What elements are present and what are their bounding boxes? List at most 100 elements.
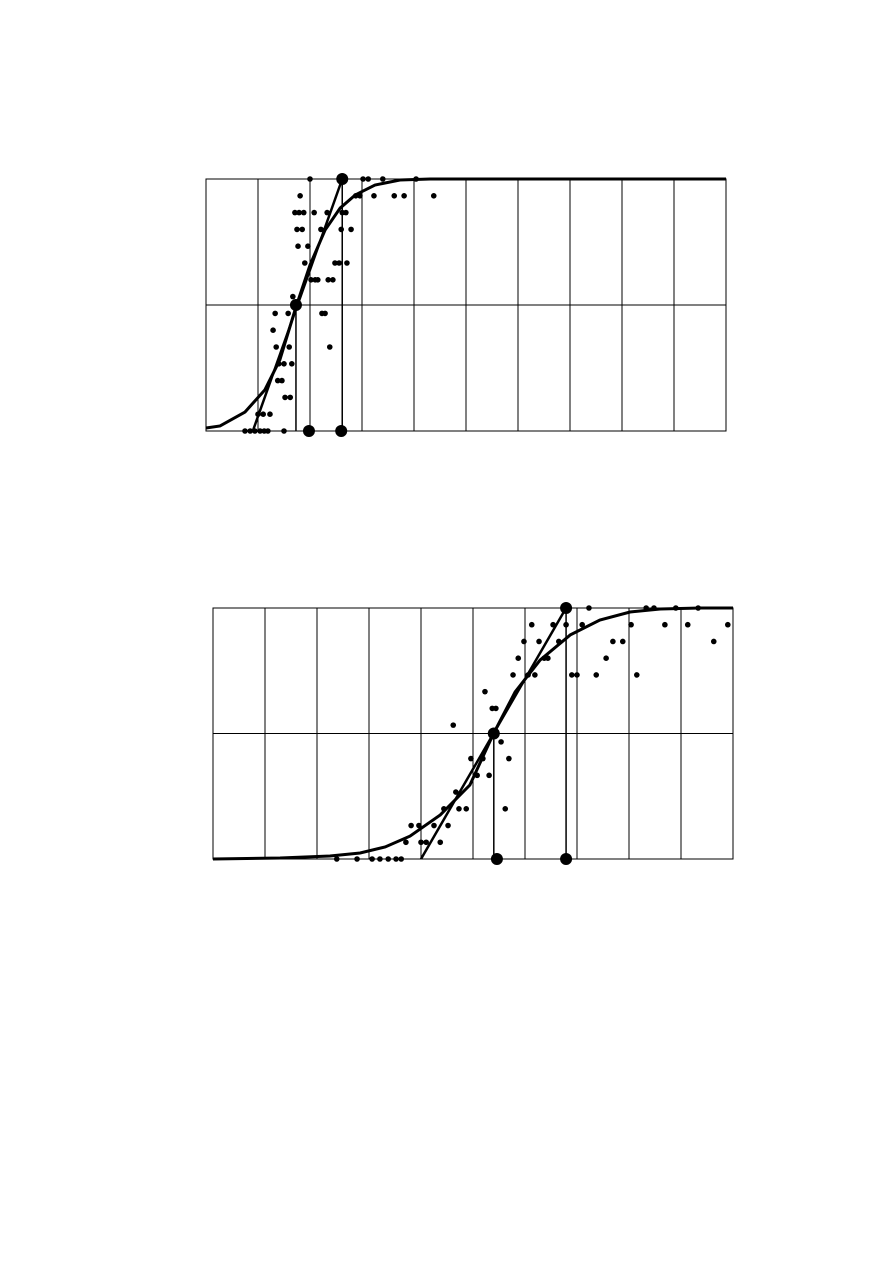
data-point [545, 655, 551, 661]
data-point [515, 655, 522, 661]
data-point [486, 772, 492, 779]
data-point [377, 856, 383, 862]
data-point [418, 839, 424, 846]
data-point [365, 176, 372, 182]
data-point [456, 806, 462, 812]
data-point [282, 394, 288, 401]
data-point [445, 822, 451, 829]
data-point [305, 243, 311, 249]
data-point [468, 755, 474, 762]
data-point [267, 411, 273, 418]
data-point [343, 209, 349, 216]
data-point [662, 621, 668, 628]
data-point [453, 789, 459, 795]
data-point [369, 856, 375, 862]
data-point [290, 293, 296, 300]
data-point [506, 755, 512, 762]
data-point [265, 428, 271, 434]
key-point [335, 425, 348, 437]
data-point [416, 822, 422, 829]
data-point [315, 277, 321, 283]
data-point [294, 226, 300, 233]
data-point [408, 822, 414, 829]
key-point [302, 425, 315, 437]
key-point [336, 173, 349, 185]
data-point [493, 705, 499, 712]
data-point [610, 638, 616, 645]
data-point [296, 209, 302, 216]
data-point [325, 277, 332, 283]
data-point [311, 209, 317, 216]
data-point [360, 176, 366, 182]
data-point [326, 344, 333, 350]
data-point [292, 209, 298, 216]
data-point [725, 621, 731, 628]
data-point [336, 260, 342, 266]
data-point [242, 428, 248, 434]
data-point [482, 688, 488, 695]
data-point [272, 310, 278, 317]
data-point [257, 428, 263, 434]
data-point [401, 193, 407, 199]
key-point [289, 299, 302, 311]
data-point [338, 226, 345, 233]
data-point [684, 621, 691, 628]
data-point [510, 672, 516, 678]
data-point [333, 856, 340, 862]
data-point [348, 226, 354, 233]
data-point [619, 638, 626, 645]
data-point [295, 243, 301, 249]
data-point [502, 806, 509, 812]
data-point [300, 209, 307, 216]
key-point [490, 853, 503, 865]
data-point [463, 806, 470, 812]
data-point [302, 260, 308, 266]
data-point [521, 638, 527, 645]
data-point [423, 839, 430, 846]
data-point [603, 655, 609, 661]
data-point [371, 193, 377, 199]
data-point [574, 672, 580, 678]
data-point [536, 638, 542, 645]
data-point [710, 638, 717, 645]
data-point [586, 605, 592, 611]
key-point [560, 853, 573, 865]
data-point [281, 428, 287, 434]
data-point [437, 839, 444, 846]
data-point [318, 226, 324, 233]
data-point [593, 672, 600, 678]
data-point [498, 739, 504, 745]
data-point [391, 193, 398, 199]
data-point [431, 822, 437, 829]
data-point [528, 621, 535, 628]
data-point [289, 361, 295, 367]
data-point [450, 722, 457, 728]
data-point [628, 621, 634, 628]
data-point [332, 260, 338, 266]
chart [212, 602, 734, 865]
data-point [403, 839, 409, 846]
data-point [330, 277, 336, 283]
data-point [398, 856, 405, 862]
data-point [385, 856, 392, 862]
data-point [430, 193, 437, 199]
plot-frame [212, 607, 734, 860]
data-point [281, 361, 287, 367]
data-point [260, 411, 267, 418]
data-point [285, 310, 291, 317]
key-point [560, 602, 573, 614]
data-point [297, 193, 303, 199]
data-point [380, 176, 386, 182]
data-point [579, 621, 585, 628]
data-point [286, 344, 293, 350]
data-point [634, 672, 640, 678]
data-point [308, 277, 314, 283]
data-point [354, 856, 360, 862]
data-point [344, 260, 350, 266]
data-point [270, 327, 276, 334]
data-point [307, 176, 313, 182]
data-point [273, 344, 280, 350]
data-point [322, 310, 328, 317]
data-point [569, 672, 575, 678]
